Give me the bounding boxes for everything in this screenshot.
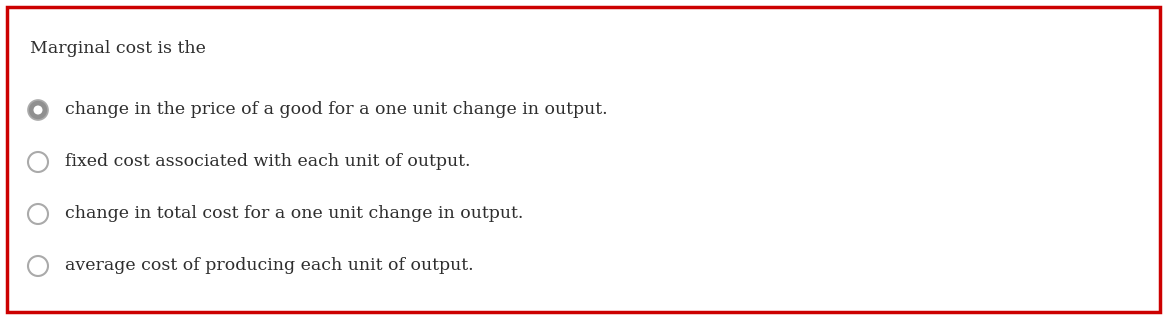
Text: change in total cost for a one unit change in output.: change in total cost for a one unit chan… bbox=[65, 205, 523, 222]
Circle shape bbox=[34, 106, 42, 115]
Circle shape bbox=[28, 204, 48, 224]
Text: average cost of producing each unit of output.: average cost of producing each unit of o… bbox=[65, 257, 474, 275]
Circle shape bbox=[28, 100, 48, 120]
Text: Marginal cost is the: Marginal cost is the bbox=[30, 40, 205, 57]
Circle shape bbox=[28, 152, 48, 172]
Circle shape bbox=[28, 256, 48, 276]
Text: change in the price of a good for a one unit change in output.: change in the price of a good for a one … bbox=[65, 101, 608, 118]
Text: fixed cost associated with each unit of output.: fixed cost associated with each unit of … bbox=[65, 153, 470, 170]
